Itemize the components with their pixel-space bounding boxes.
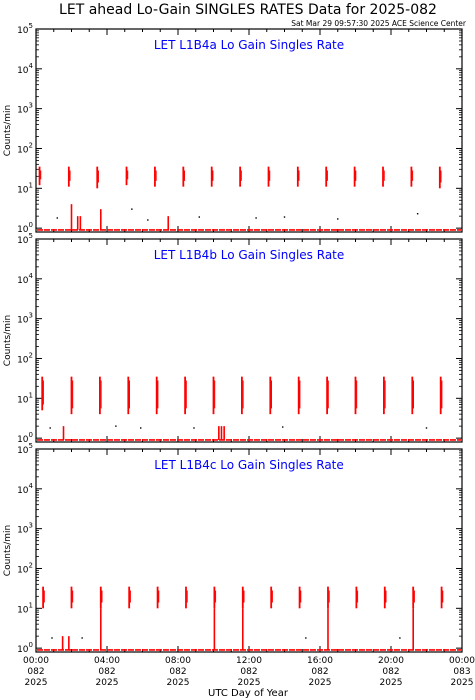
x-tick-label-doy: 082: [27, 667, 44, 677]
y-axis-label: Counts/min: [3, 105, 13, 156]
y-tick-label: 104: [17, 482, 33, 496]
scatter-point: [81, 637, 83, 639]
scatter-point: [193, 427, 195, 429]
x-tick-label-doy: 082: [240, 667, 257, 677]
x-tick-label-year: 2025: [451, 678, 474, 688]
scatter-point: [131, 208, 133, 210]
scatter-point: [255, 217, 257, 219]
y-tick-label: 102: [17, 141, 33, 155]
y-tick-label: 100: [17, 641, 33, 655]
scatter-point: [425, 427, 428, 429]
scatter-point: [115, 425, 117, 427]
x-tick-label-time: 04:00: [94, 656, 120, 666]
plot-frame: [35, 28, 463, 233]
scatter-point: [399, 637, 401, 639]
panel-title: LET L1B4b Lo Gain Singles Rate: [154, 248, 345, 262]
y-tick-label: 102: [17, 351, 33, 365]
scatter-point: [49, 427, 51, 429]
plot-frame: [35, 448, 463, 653]
x-tick-label-time: 12:00: [236, 656, 262, 666]
x-tick-label-year: 2025: [380, 678, 403, 688]
scatter-point: [416, 213, 419, 215]
y-tick-label: 103: [17, 102, 33, 116]
x-tick-label-time: 00:00: [23, 656, 49, 666]
scatter-point: [282, 426, 284, 428]
x-tick-label-doy: 082: [98, 667, 115, 677]
scatter-point: [51, 637, 53, 639]
y-tick-label: 104: [17, 62, 33, 76]
scatter-point: [147, 219, 149, 221]
x-tick-label-doy: 083: [453, 667, 470, 677]
scatter-point: [337, 218, 339, 220]
y-tick-label: 104: [17, 272, 33, 286]
x-tick-label-doy: 082: [169, 667, 186, 677]
y-tick-label: 102: [17, 561, 33, 575]
figure-title: LET ahead Lo-Gain SINGLES RATES Data for…: [59, 2, 437, 18]
y-tick-label: 101: [17, 181, 33, 195]
x-tick-label-year: 2025: [96, 678, 119, 688]
timestamp-label: Sat Mar 29 09:57:30 2025 ACE Science Cen…: [291, 19, 467, 28]
scatter-point: [198, 216, 200, 218]
x-tick-label-year: 2025: [167, 678, 190, 688]
scatter-point: [283, 216, 286, 218]
x-tick-label-doy: 082: [382, 667, 399, 677]
panel-title: LET L1B4c Lo Gain Singles Rate: [154, 458, 344, 472]
x-tick-label-time: 16:00: [307, 656, 333, 666]
x-tick-label-year: 2025: [309, 678, 332, 688]
scatter-point: [56, 217, 58, 219]
panels-group: 100 101 102 103 104 105 Counts/min LET L1B4a Lo…: [3, 22, 475, 688]
x-tick-label-doy: 082: [311, 667, 328, 677]
scatter-point: [305, 637, 307, 639]
y-tick-label: 103: [17, 312, 33, 326]
y-tick-label: 105: [17, 22, 33, 36]
x-tick-label-time: 00:00: [449, 656, 475, 666]
x-axis-label: UTC Day of Year: [208, 688, 289, 699]
panel-title: LET L1B4a Lo Gain Singles Rate: [154, 38, 344, 52]
y-axis-label: Counts/min: [3, 315, 13, 366]
y-tick-label: 103: [17, 522, 33, 536]
scatter-point: [140, 427, 142, 429]
x-tick-label-time: 20:00: [378, 656, 404, 666]
y-axis-label: Counts/min: [3, 525, 13, 576]
x-tick-label-year: 2025: [238, 678, 261, 688]
y-tick-label: 101: [17, 391, 33, 405]
x-tick-label-time: 08:00: [165, 656, 191, 666]
y-tick-label: 101: [17, 601, 33, 615]
x-tick-label-year: 2025: [25, 678, 48, 688]
